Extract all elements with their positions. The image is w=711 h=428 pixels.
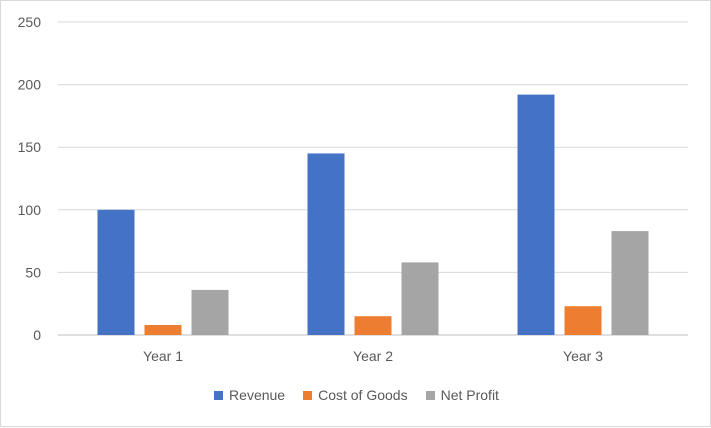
y-axis-ticks: 0 50 100 150 200 250 — [18, 14, 42, 343]
bar-revenue-year-1 — [97, 209, 135, 335]
bar-cost-of-goods-year-1 — [144, 324, 182, 335]
legend-swatch — [303, 390, 313, 400]
bar-net-profit-year-1 — [191, 289, 229, 335]
x-tick-label: Year 1 — [143, 348, 183, 364]
bars — [97, 94, 649, 335]
legend-item: Net Profit — [425, 387, 499, 403]
bar-net-profit-year-3 — [611, 231, 649, 335]
x-axis-ticks: Year 1 Year 2 Year 3 — [143, 348, 603, 364]
bar-revenue-year-3 — [517, 94, 555, 335]
legend-label: Revenue — [229, 387, 286, 403]
x-tick-label: Year 2 — [353, 348, 393, 364]
legend-item: Revenue — [214, 387, 285, 403]
y-tick-label: 50 — [25, 264, 41, 280]
legend: Revenue Cost of Goods Net Profit — [1, 387, 711, 403]
legend-label: Cost of Goods — [318, 387, 408, 403]
gridlines — [58, 21, 688, 336]
y-tick-label: 100 — [18, 202, 42, 218]
y-tick-label: 200 — [18, 77, 42, 93]
bar-net-profit-year-2 — [401, 262, 439, 335]
x-tick-label: Year 3 — [563, 348, 603, 364]
y-tick-label: 0 — [33, 327, 41, 343]
legend-swatch — [214, 390, 224, 400]
y-tick-label: 250 — [18, 14, 42, 30]
y-tick-label: 150 — [18, 139, 42, 155]
bar-cost-of-goods-year-3 — [564, 306, 602, 335]
legend-label: Net Profit — [440, 387, 499, 403]
bar-revenue-year-2 — [307, 153, 345, 335]
bar-cost-of-goods-year-2 — [354, 316, 392, 335]
legend-swatch — [425, 390, 435, 400]
legend-item: Cost of Goods — [303, 387, 408, 403]
